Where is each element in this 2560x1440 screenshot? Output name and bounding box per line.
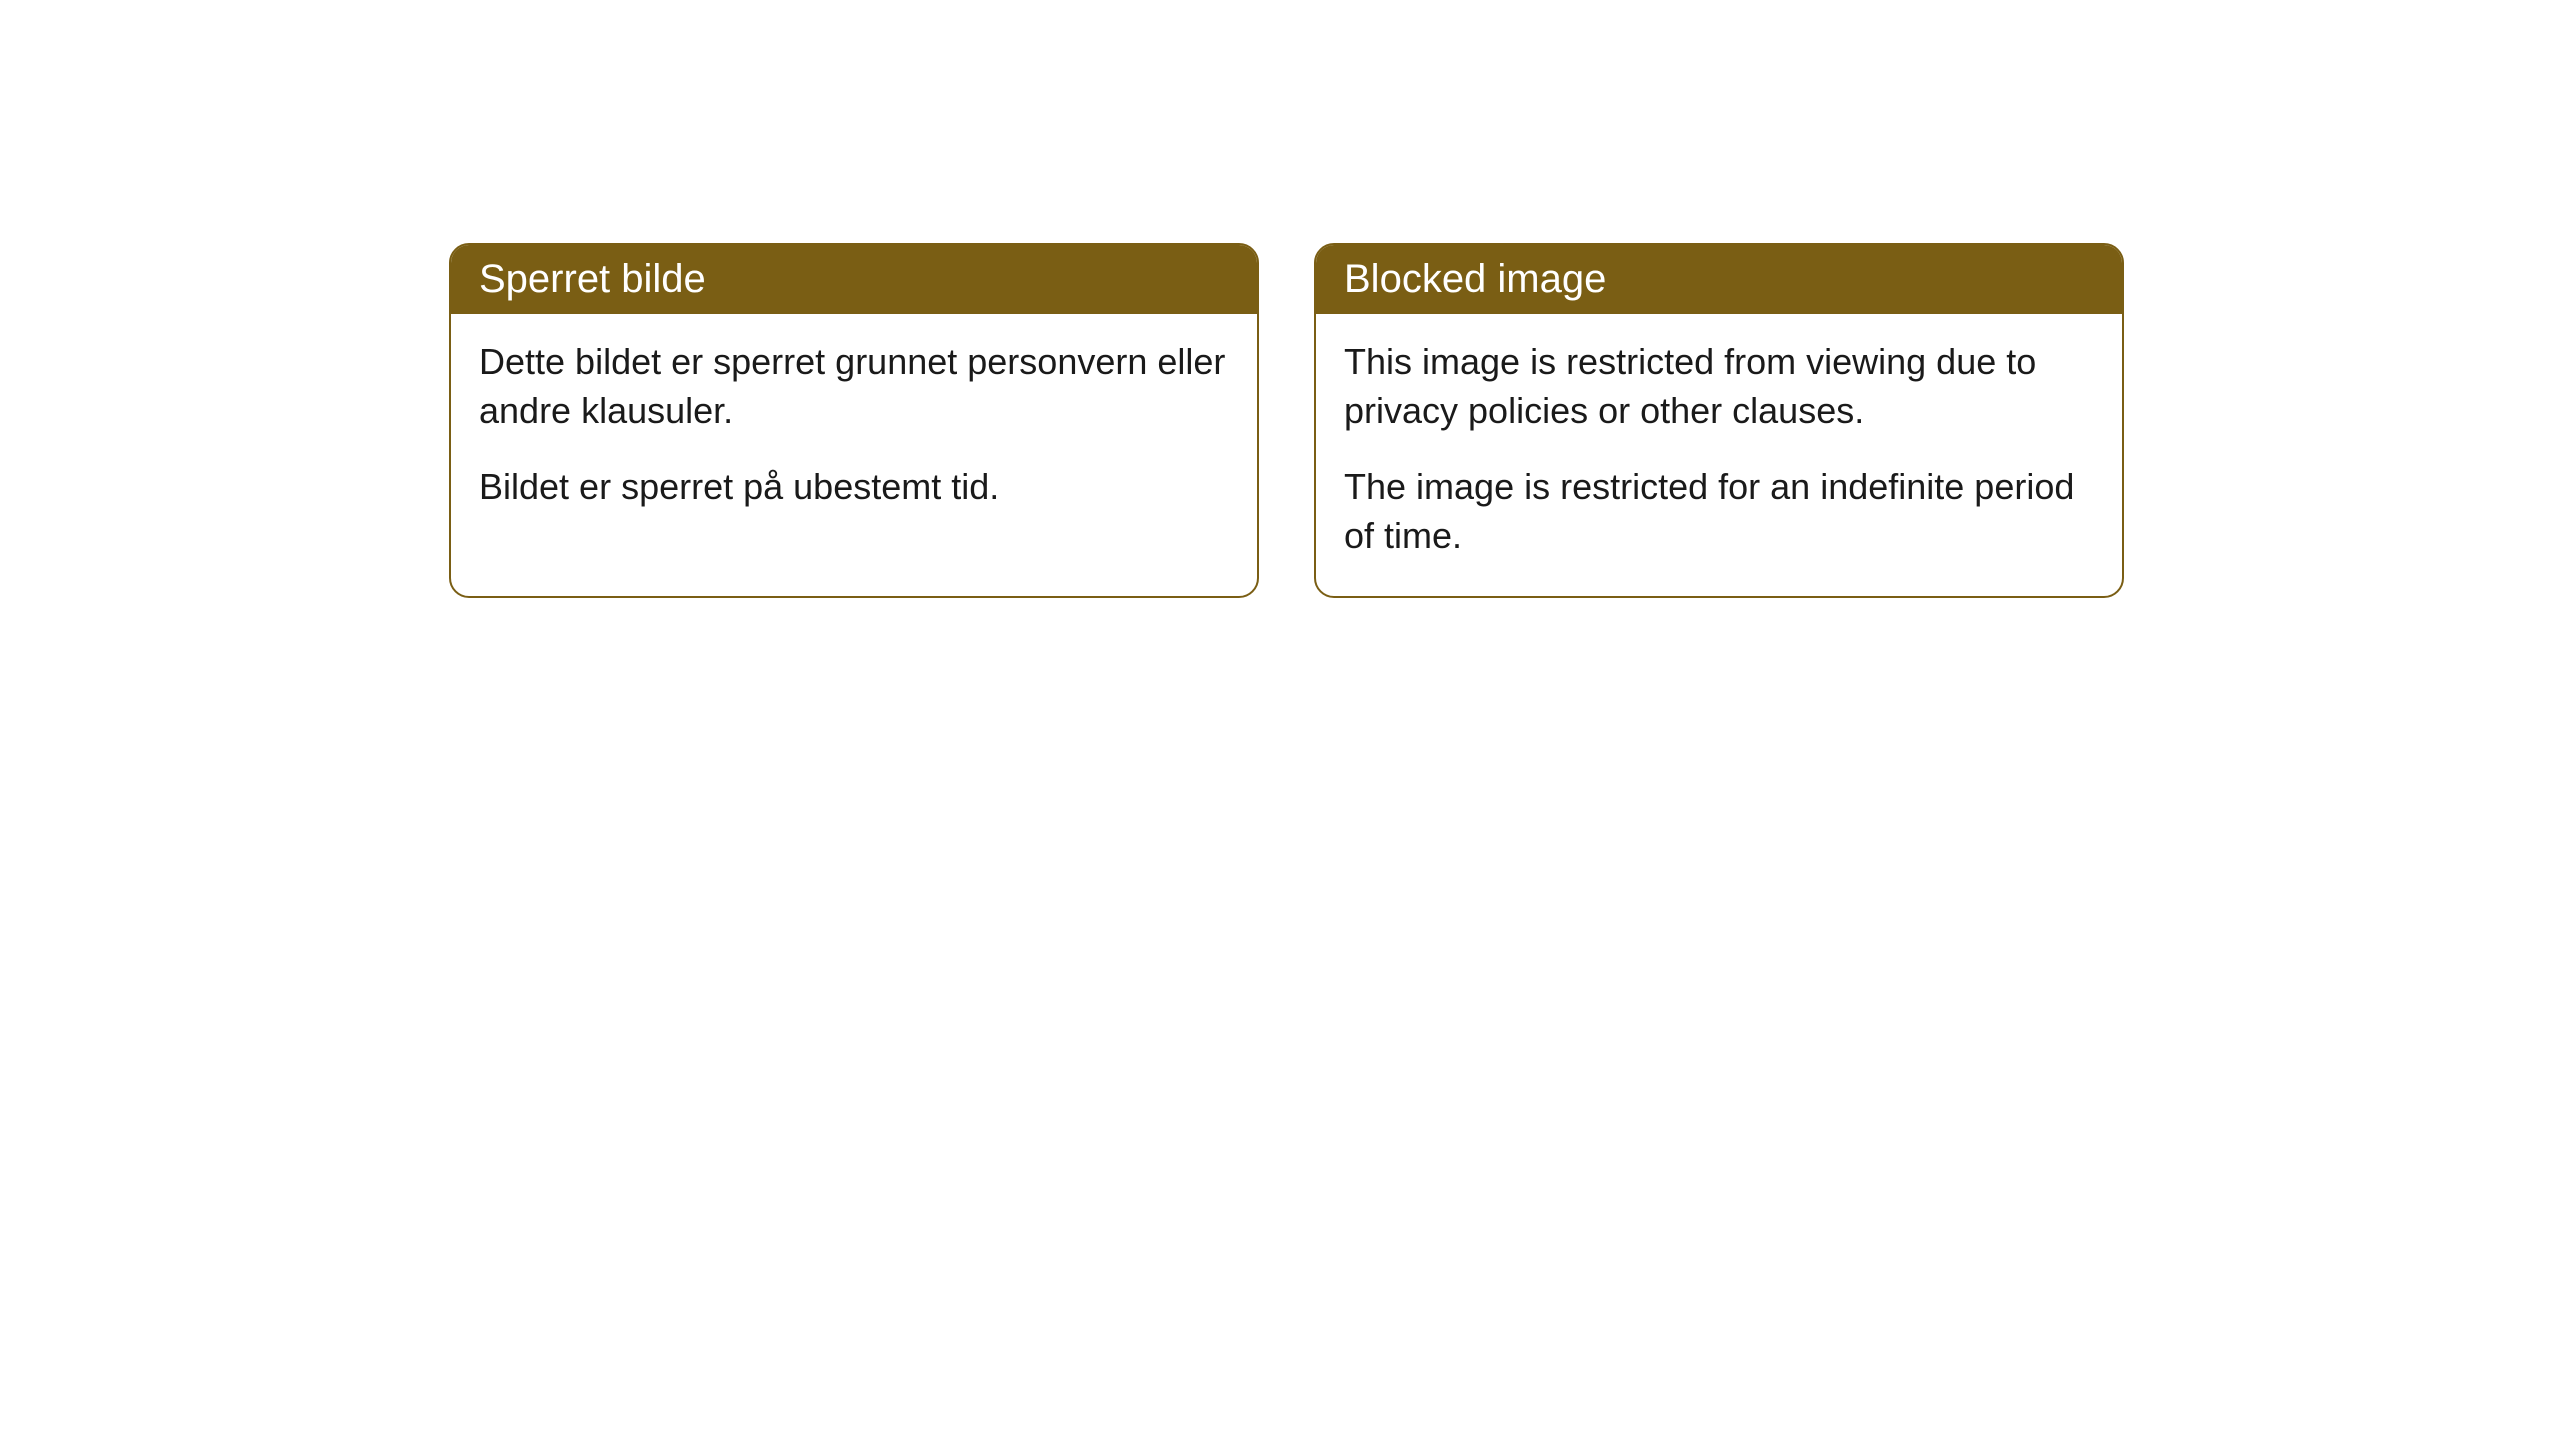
notice-card-norwegian: Sperret bilde Dette bildet er sperret gr… [449, 243, 1259, 598]
card-body-norwegian: Dette bildet er sperret grunnet personve… [451, 314, 1257, 548]
card-header-norwegian: Sperret bilde [451, 245, 1257, 314]
notice-cards-container: Sperret bilde Dette bildet er sperret gr… [0, 0, 2560, 598]
card-paragraph: The image is restricted for an indefinit… [1344, 463, 2094, 560]
card-paragraph: Dette bildet er sperret grunnet personve… [479, 338, 1229, 435]
card-title: Blocked image [1344, 257, 1606, 301]
card-paragraph: This image is restricted from viewing du… [1344, 338, 2094, 435]
card-body-english: This image is restricted from viewing du… [1316, 314, 2122, 596]
card-title: Sperret bilde [479, 257, 706, 301]
notice-card-english: Blocked image This image is restricted f… [1314, 243, 2124, 598]
card-header-english: Blocked image [1316, 245, 2122, 314]
card-paragraph: Bildet er sperret på ubestemt tid. [479, 463, 1229, 512]
